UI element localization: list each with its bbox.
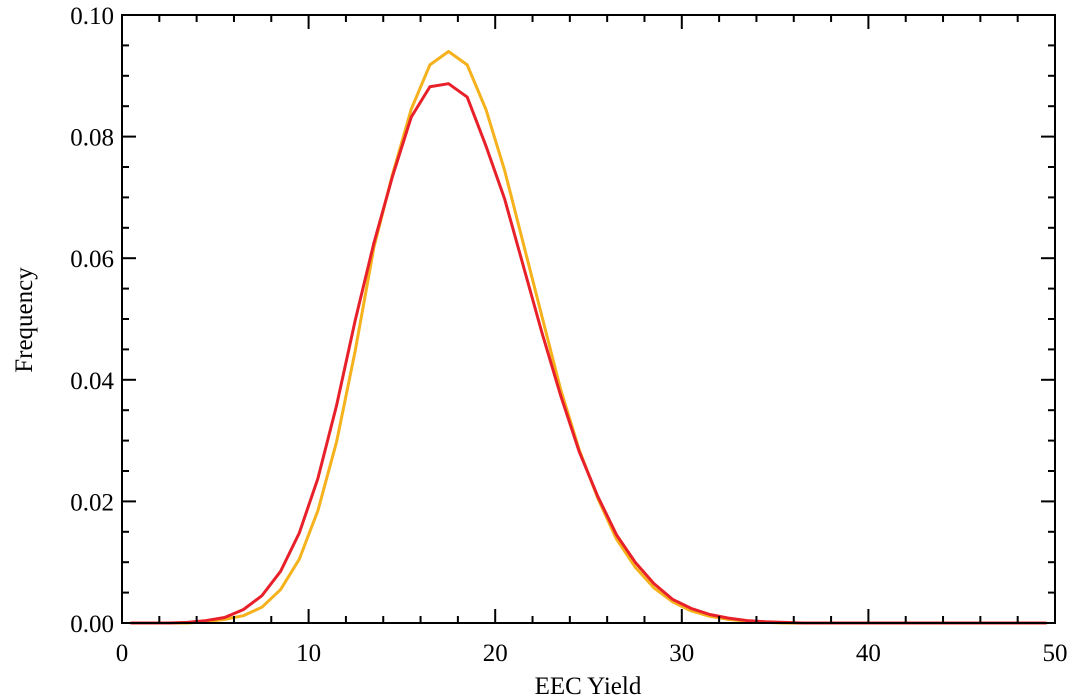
y-tick-label: 0.10 bbox=[70, 3, 114, 30]
y-tick-label: 0.04 bbox=[70, 368, 114, 395]
series-line-1 bbox=[129, 49, 1048, 625]
y-tick-label: 0.02 bbox=[70, 489, 114, 516]
series-layer bbox=[129, 49, 1048, 625]
x-tick-label: 10 bbox=[296, 640, 321, 667]
plot-frame bbox=[121, 14, 1056, 624]
x-tick-label: 20 bbox=[483, 640, 508, 667]
y-tick-label: 0.06 bbox=[70, 246, 114, 273]
y-tick-label: 0.00 bbox=[70, 611, 114, 638]
x-tick-label: 50 bbox=[1043, 640, 1068, 667]
x-tick-label: 30 bbox=[669, 640, 694, 667]
x-axis-title: EEC Yield bbox=[535, 673, 642, 700]
tick-layer: 0 10 20 30 40 50 0.00 0.02 0.04 0.06 0.08 0.10 bbox=[70, 3, 1067, 667]
x-tick-label: 0 bbox=[116, 640, 129, 667]
y-axis-title: Frequency bbox=[11, 267, 38, 373]
series-line-2 bbox=[129, 82, 1048, 625]
y-tick-label: 0.08 bbox=[70, 125, 114, 152]
x-tick-label: 40 bbox=[856, 640, 881, 667]
